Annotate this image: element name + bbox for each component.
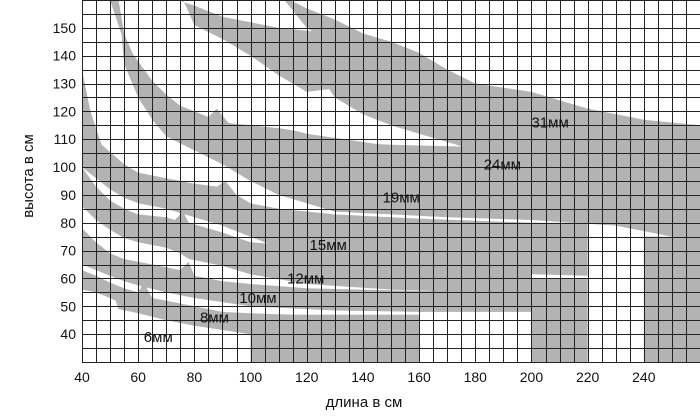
series-label: 12мм xyxy=(287,270,324,287)
band-7 xyxy=(284,0,700,173)
x-tick-label: 60 xyxy=(130,369,146,385)
series-label: 6мм xyxy=(144,329,173,346)
y-tick-label: 90 xyxy=(60,187,76,203)
x-tick-label: 180 xyxy=(464,369,488,385)
y-tick-labels: 40 50 60 70 80 90 100 110 120 130 140 150 xyxy=(53,20,77,342)
y-tick-label: 110 xyxy=(54,131,77,147)
series-label: 31мм xyxy=(531,115,568,132)
series-label: 15мм xyxy=(310,237,347,254)
band-4-bar-0 xyxy=(643,236,700,362)
series-label: 24мм xyxy=(484,156,521,173)
y-tick-label: 80 xyxy=(60,215,76,231)
y-tick-label: 130 xyxy=(53,76,77,92)
band-0-bar-0 xyxy=(250,314,419,362)
y-tick-label: 40 xyxy=(60,326,76,342)
series-label: 19мм xyxy=(383,190,420,207)
y-tick-label: 50 xyxy=(60,298,76,314)
y-tick-label: 120 xyxy=(53,103,77,119)
y-axis-label: высота в см xyxy=(20,134,37,218)
x-tick-labels: 40 60 80 100 120 140 160 180 200 220 240 xyxy=(74,369,655,385)
x-tick-label: 220 xyxy=(576,369,600,385)
y-tick-label: 150 xyxy=(53,20,77,36)
y-tick-label: 100 xyxy=(53,159,77,175)
y-tick-label: 140 xyxy=(53,48,77,64)
x-tick-label: 160 xyxy=(407,369,431,385)
x-tick-label: 80 xyxy=(187,369,203,385)
series-label: 10мм xyxy=(239,290,276,307)
band-labels-layer: 6мм 8мм 10мм 12мм 15мм 19мм 24мм 31мм xyxy=(144,115,569,346)
grid-layer xyxy=(82,0,700,363)
x-tick-label: 40 xyxy=(74,369,90,385)
x-tick-label: 240 xyxy=(632,369,656,385)
x-tick-label: 100 xyxy=(239,369,263,385)
x-axis-label: длина в см xyxy=(326,394,403,411)
x-tick-label: 120 xyxy=(295,369,319,385)
x-tick-label: 140 xyxy=(351,369,375,385)
y-tick-label: 60 xyxy=(60,270,76,286)
band-5 xyxy=(110,0,700,218)
y-tick-label: 70 xyxy=(60,243,76,259)
x-tick-label: 200 xyxy=(520,369,544,385)
series-label: 8мм xyxy=(200,309,229,326)
